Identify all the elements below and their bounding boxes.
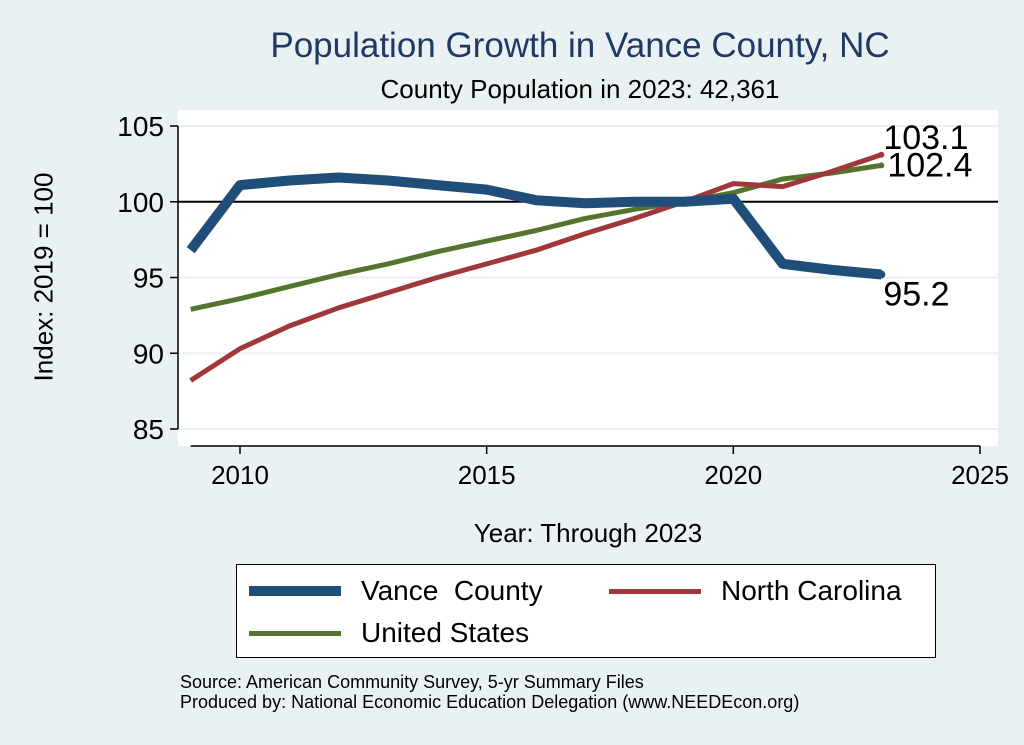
- x-axis-title: Year: Through 2023: [473, 518, 703, 548]
- legend-item-nc: North Carolina: [609, 575, 902, 607]
- y-axis-title: Index: 2019 = 100: [28, 172, 59, 382]
- y-tick-label: 95: [133, 263, 164, 294]
- legend-item-us: United States: [249, 617, 529, 649]
- end-label-2: 102.4: [887, 146, 972, 184]
- legend-item-vance: Vance County: [249, 575, 543, 607]
- series-end-point-2: [878, 162, 885, 169]
- chart-title: Population Growth in Vance County, NC: [270, 26, 890, 65]
- x-tick-label: 2010: [211, 460, 269, 490]
- legend-label-us: United States: [361, 617, 530, 648]
- footer: Source: American Community Survey, 5-yr …: [180, 672, 799, 712]
- legend-label-nc: North Carolina: [721, 575, 902, 606]
- x-tick-label: 2025: [951, 460, 1009, 490]
- series-line-1: [189, 152, 883, 383]
- legend-label-vance: Vance County: [361, 575, 543, 606]
- y-tick-label: 85: [133, 414, 164, 445]
- chart-subtitle: County Population in 2023: 42,361: [380, 74, 780, 104]
- y-tick-label: 90: [133, 338, 164, 369]
- source-note: Source: American Community Survey, 5-yr …: [180, 672, 644, 692]
- legend-swatch-vance: [249, 586, 341, 596]
- x-tick-label: 2020: [704, 460, 762, 490]
- axes: 85 90 95 100 105 2010 2015 2020 2025: [117, 111, 1009, 490]
- series-end-point-0: [877, 270, 886, 279]
- end-label-0: 95.2: [883, 275, 949, 313]
- series-end-point-1: [878, 151, 885, 158]
- producer-note: Produced by: National Economic Education…: [180, 692, 800, 712]
- x-tick-label: 2015: [458, 460, 516, 490]
- end-label-1: 103.1: [883, 119, 968, 157]
- legend-swatch-us: [249, 630, 341, 636]
- series-line-0: [186, 172, 882, 280]
- y-tick-label: 105: [117, 111, 164, 142]
- series-lines: [186, 151, 886, 383]
- y-tick-label: 100: [117, 187, 164, 218]
- legend: Vance County North Carolina United State…: [236, 564, 936, 658]
- legend-swatch-nc: [609, 588, 701, 594]
